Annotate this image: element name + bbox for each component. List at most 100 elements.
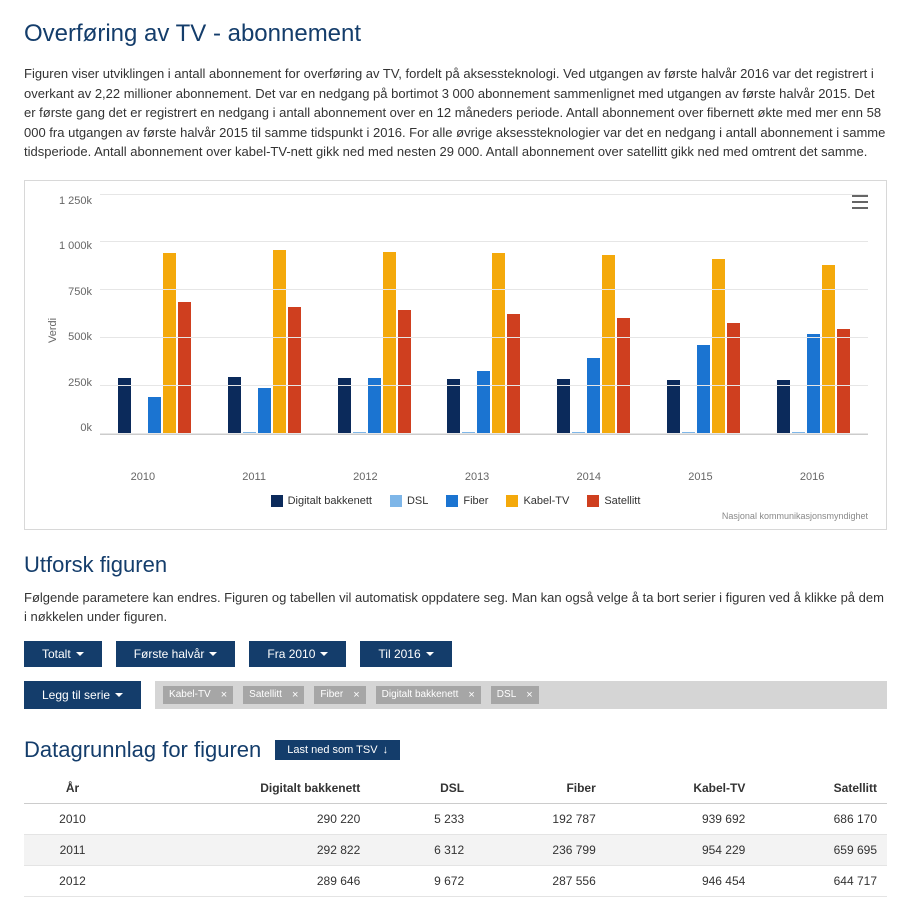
chip-label: Fiber (320, 689, 343, 700)
bar-group (667, 259, 740, 433)
filter-from-button[interactable]: Fra 2010 (249, 641, 346, 667)
table-cell: 236 799 (474, 834, 606, 865)
table-header-row: ÅrDigitalt bakkenettDSLFiberKabel-TVSate… (24, 773, 887, 804)
x-tick-label: 2015 (688, 471, 712, 483)
table-cell: 2010 (24, 803, 121, 834)
page-title: Overføring av TV - abonnement (24, 20, 887, 48)
bar[interactable] (338, 378, 351, 434)
legend-label: Digitalt bakkenett (288, 495, 372, 507)
download-tsv-button[interactable]: Last ned som TSV ↓ (275, 740, 400, 760)
bar[interactable] (507, 314, 520, 434)
close-icon[interactable]: × (468, 689, 474, 701)
gridline (100, 194, 868, 195)
button-label: Legg til serie (42, 688, 110, 702)
table-cell: 6 312 (370, 834, 474, 865)
add-series-button[interactable]: Legg til serie (24, 681, 141, 709)
y-tick-label: 0k (59, 422, 92, 434)
table-cell: 9 672 (370, 865, 474, 896)
bar[interactable] (697, 345, 710, 433)
bar[interactable] (837, 329, 850, 434)
bar[interactable] (178, 302, 191, 434)
filter-totalt-button[interactable]: Totalt (24, 641, 102, 667)
bar[interactable] (228, 377, 241, 433)
filter-to-button[interactable]: Til 2016 (360, 641, 451, 667)
series-chip[interactable]: DSL × (491, 686, 539, 704)
table-title: Datagrunnlag for figuren (24, 737, 261, 763)
table-header-cell: Fiber (474, 773, 606, 804)
chart-container: Verdi 1 250k1 000k750k500k250k0k 2010201… (24, 180, 887, 530)
table-header-cell: Kabel-TV (606, 773, 756, 804)
table-header-cell: År (24, 773, 121, 804)
bar[interactable] (602, 255, 615, 434)
bar[interactable] (368, 378, 381, 433)
y-tick-label: 500k (59, 331, 92, 343)
bar-group (118, 253, 191, 433)
button-label: Totalt (42, 647, 71, 661)
legend-swatch (587, 495, 599, 507)
download-icon: ↓ (383, 744, 389, 756)
caret-down-icon (426, 652, 434, 656)
gridline (100, 385, 868, 386)
series-chip-row: Legg til serie Kabel-TV× Satellitt × Fiber ×… (24, 681, 887, 709)
table-heading-row: Datagrunnlag for figuren Last ned som TS… (24, 737, 887, 763)
legend-item[interactable]: Kabel-TV (506, 495, 569, 507)
legend-item[interactable]: DSL (390, 495, 428, 507)
bar[interactable] (492, 253, 505, 434)
bar[interactable] (557, 379, 570, 433)
y-tick-label: 750k (59, 286, 92, 298)
bar[interactable] (258, 388, 271, 433)
chip-label: Satellitt (249, 689, 282, 700)
close-icon[interactable]: × (353, 689, 359, 701)
table-cell: 292 822 (121, 834, 370, 865)
chip-label: Digitalt bakkenett (382, 689, 459, 700)
bar[interactable] (118, 378, 131, 434)
bar[interactable] (447, 379, 460, 434)
bar[interactable] (163, 253, 176, 433)
legend-item[interactable]: Satellitt (587, 495, 640, 507)
legend-item[interactable]: Digitalt bakkenett (271, 495, 372, 507)
table-cell: 946 454 (606, 865, 756, 896)
table-header-cell: Satellitt (755, 773, 887, 804)
series-chip[interactable]: Kabel-TV× (163, 686, 233, 704)
series-chip[interactable]: Satellitt × (243, 686, 304, 704)
x-axis: 2010201120122013201420152016 (87, 471, 868, 483)
table-row: 2012289 6469 672287 556946 454644 717 (24, 865, 887, 896)
bar[interactable] (273, 250, 286, 433)
bar[interactable] (727, 323, 740, 433)
y-tick-label: 1 250k (59, 195, 92, 207)
close-icon[interactable]: × (526, 689, 532, 701)
bar[interactable] (712, 259, 725, 433)
bar[interactable] (288, 307, 301, 434)
table-header-cell: DSL (370, 773, 474, 804)
series-chip[interactable]: Digitalt bakkenett × (376, 686, 481, 704)
filter-halvaar-button[interactable]: Første halvår (116, 641, 236, 667)
x-tick-label: 2012 (353, 471, 377, 483)
table-cell: 287 556 (474, 865, 606, 896)
caret-down-icon (76, 652, 84, 656)
bar[interactable] (398, 310, 411, 434)
table-row: 2011292 8226 312236 799954 229659 695 (24, 834, 887, 865)
table-cell: 5 233 (370, 803, 474, 834)
close-icon[interactable]: × (221, 689, 227, 701)
table-cell: 659 695 (755, 834, 887, 865)
series-chip[interactable]: Fiber × (314, 686, 365, 704)
bar-groups (100, 195, 868, 434)
y-tick-label: 250k (59, 377, 92, 389)
legend-item[interactable]: Fiber (446, 495, 488, 507)
legend-label: Fiber (463, 495, 488, 507)
x-tick-label: 2010 (131, 471, 155, 483)
bar[interactable] (777, 380, 790, 433)
bar[interactable] (477, 371, 490, 434)
bar[interactable] (148, 397, 161, 434)
table-cell: 939 692 (606, 803, 756, 834)
chart-attribution: Nasjonal kommunikasjonsmyndighet (43, 511, 868, 521)
bar[interactable] (383, 252, 396, 434)
legend-swatch (506, 495, 518, 507)
bar[interactable] (617, 318, 630, 434)
bar[interactable] (667, 380, 680, 434)
filter-button-row: Totalt Første halvår Fra 2010 Til 2016 (24, 641, 887, 667)
chip-label: DSL (497, 689, 516, 700)
close-icon[interactable]: × (292, 689, 298, 701)
bar[interactable] (587, 358, 600, 433)
gridline (100, 241, 868, 242)
